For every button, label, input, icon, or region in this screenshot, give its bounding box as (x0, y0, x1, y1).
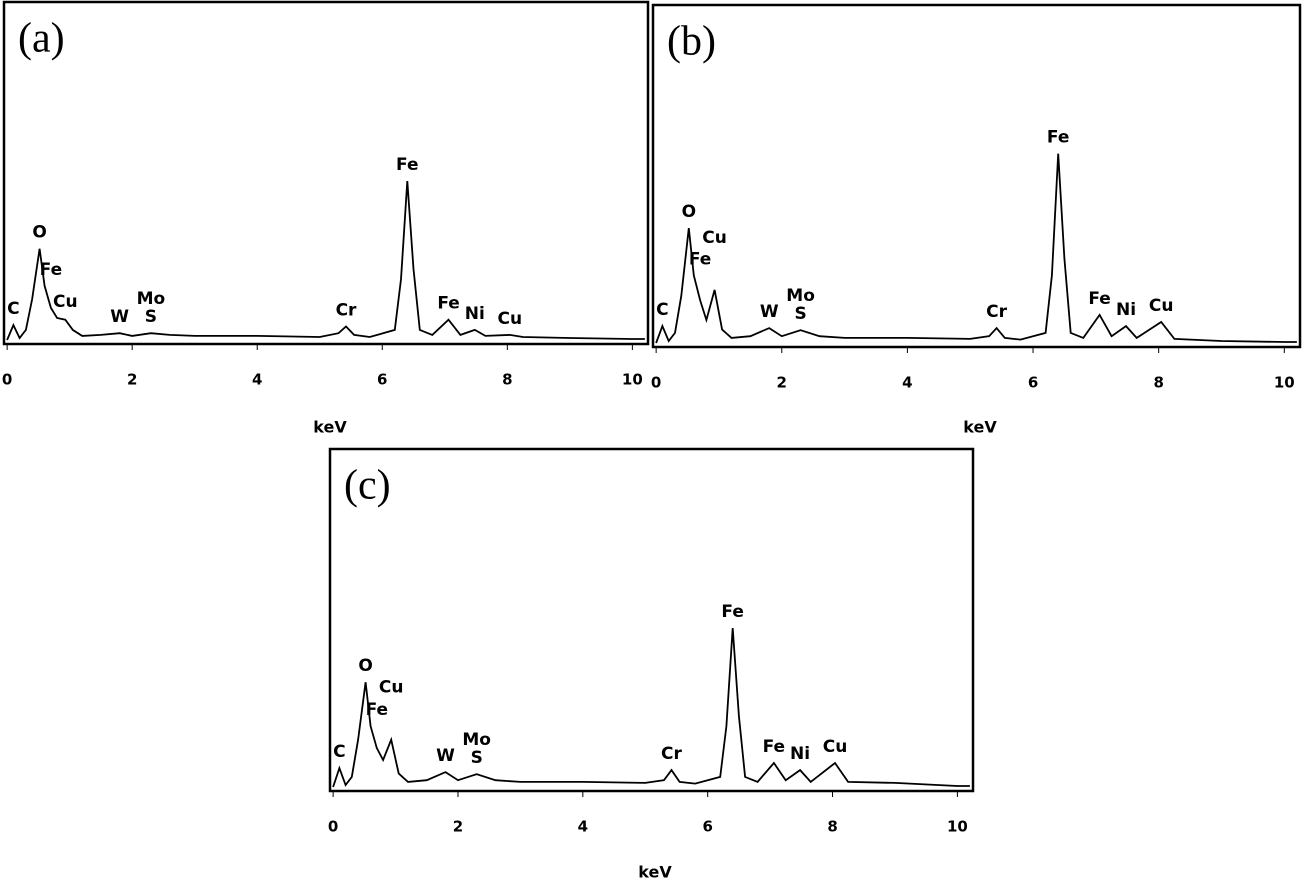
peak-label: C (333, 742, 345, 762)
peak-label: Fe (689, 249, 711, 269)
x-tick-label: 0 (2, 371, 12, 389)
x-tick-label: 2 (127, 371, 137, 389)
x-tick-label: 8 (827, 818, 837, 836)
peak-label: Cu (53, 292, 78, 312)
x-axis-label: keV (638, 863, 672, 882)
plot-frame (328, 447, 975, 793)
x-axis-label: keV (313, 418, 347, 437)
x-tick-label: 8 (1153, 374, 1163, 392)
peak-label: Fe (1047, 128, 1069, 148)
peak-label: Cu (1149, 296, 1174, 316)
panel-label: (c) (344, 463, 391, 509)
x-tick-label: 4 (578, 818, 588, 836)
x-tick-label: 0 (651, 374, 661, 392)
peak-label: Cu (498, 309, 523, 329)
x-tick-label: 6 (377, 371, 387, 389)
plot-frame (651, 3, 1302, 349)
peak-label: Fe (437, 294, 459, 314)
x-tick-label: 6 (1028, 374, 1038, 392)
spectrum-line (6, 181, 645, 341)
peak-label: Cu (823, 737, 848, 757)
x-tick-label: 10 (1274, 374, 1295, 392)
peak-label: Fe (721, 602, 743, 622)
peak-label: Cu (379, 678, 404, 698)
x-tick-label: 2 (777, 374, 787, 392)
peak-label: Cr (661, 744, 682, 764)
peak-label: Fe (396, 155, 418, 175)
x-tick-label: 4 (902, 374, 912, 392)
peak-label: O (32, 223, 46, 243)
peak-label: Mo (137, 289, 166, 309)
peak-label: S (145, 307, 157, 327)
peak-label: Ni (465, 304, 485, 324)
x-tick-label: 10 (947, 818, 968, 836)
peak-label: Cu (702, 228, 727, 248)
x-tick-label: 2 (453, 818, 463, 836)
plot-frame (2, 0, 650, 346)
peak-label: W (760, 302, 779, 322)
x-tick-label: 4 (252, 371, 262, 389)
x-tick-label: 0 (328, 818, 338, 836)
peak-label: W (110, 307, 129, 327)
peak-label: Fe (1088, 289, 1110, 309)
x-tick-label: 10 (622, 371, 643, 389)
peak-label: O (358, 656, 372, 676)
peak-label: Fe (366, 700, 388, 720)
peak-label: O (682, 202, 696, 222)
panel-label: (b) (667, 19, 716, 65)
peak-label: Mo (462, 730, 491, 750)
peak-label: S (471, 748, 483, 768)
peak-label: C (656, 300, 668, 320)
peak-label: W (436, 746, 455, 766)
peak-label: S (794, 304, 806, 324)
peak-label: Ni (790, 744, 810, 764)
x-axis-label: keV (963, 418, 997, 437)
peak-label: Fe (40, 260, 62, 280)
peak-label: Cr (986, 302, 1007, 322)
x-tick-label: 6 (702, 818, 712, 836)
peak-label: Cr (336, 300, 357, 320)
panel-label: (a) (18, 16, 65, 62)
peak-label: C (7, 299, 19, 319)
spectrum-line (655, 153, 1297, 344)
peak-label: Fe (763, 737, 785, 757)
x-tick-label: 8 (502, 371, 512, 389)
peak-label: Mo (786, 286, 815, 306)
peak-label: Ni (1116, 300, 1136, 320)
spectrum-line (332, 628, 970, 788)
